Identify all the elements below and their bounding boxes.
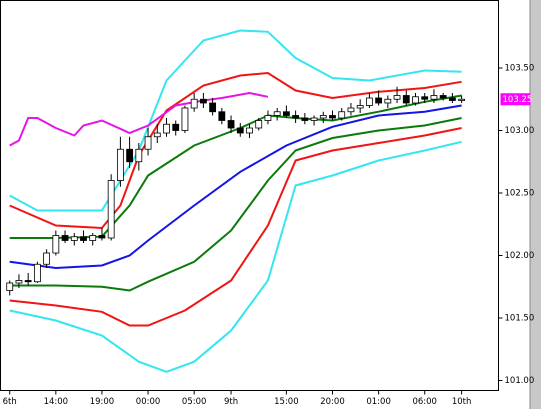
candle-body	[107, 180, 115, 239]
candle-body	[70, 236, 78, 241]
frame-edge	[530, 0, 541, 409]
candle-body	[153, 132, 161, 138]
indicator-line	[9, 71, 462, 230]
plot-border	[0, 0, 499, 391]
x-tick-label: 01:00	[366, 397, 391, 407]
y-tick-label: 102.50	[505, 189, 535, 199]
x-tick-label: 14:00	[44, 397, 69, 407]
last-price-label: 103.25	[503, 95, 533, 105]
candle-body	[412, 96, 419, 104]
last-price-box	[500, 93, 531, 106]
x-tick-label: 06:00	[412, 397, 437, 407]
x-tick-label: 10th	[452, 397, 472, 407]
candle-body	[347, 107, 355, 113]
candle-body	[338, 111, 346, 119]
candle-body	[292, 115, 300, 119]
candle-body	[375, 97, 383, 104]
indicator-line	[9, 29, 462, 212]
y-tick-label: 103.00	[505, 126, 535, 136]
x-tick-label: 6th	[3, 397, 17, 407]
candle-body	[218, 111, 226, 121]
y-tick-label: 101.00	[505, 376, 535, 386]
candle-body	[319, 115, 327, 119]
candle-body	[144, 136, 152, 150]
candle-body	[135, 148, 143, 163]
x-tick-label: 00:00	[136, 397, 161, 407]
candle-body	[190, 98, 198, 109]
candle-body	[126, 148, 134, 163]
candle-body	[402, 95, 410, 104]
candle-body	[458, 98, 466, 101]
candle-body	[421, 96, 429, 100]
candle-body	[33, 263, 41, 283]
x-tick-label: 20:00	[320, 397, 345, 407]
candle-body	[209, 102, 217, 113]
candle-body	[116, 148, 124, 181]
candle-body	[439, 95, 447, 99]
candle-body	[52, 235, 60, 254]
candle-body	[172, 123, 180, 131]
candle-body	[236, 127, 244, 134]
candle-body	[43, 252, 51, 265]
x-tick-label: 19:00	[90, 397, 115, 407]
candle-body	[365, 97, 373, 106]
candle-body	[61, 235, 69, 241]
candle-body	[15, 280, 23, 284]
candle-body	[310, 117, 318, 121]
candle-body	[24, 280, 32, 283]
indicator-line	[9, 104, 462, 270]
candle-body	[80, 236, 87, 241]
indicator-line	[9, 127, 462, 327]
x-tick-label: 05:00	[182, 397, 207, 407]
candle-body	[282, 111, 290, 116]
candle-body	[199, 98, 207, 104]
candle-body	[329, 115, 336, 119]
candle-body	[273, 111, 281, 116]
candle-body	[384, 98, 392, 104]
candle-body	[430, 95, 438, 100]
candle-body	[448, 97, 456, 101]
indicator-line	[9, 117, 462, 292]
x-tick-label: 9th	[224, 397, 238, 407]
candle-body	[163, 123, 170, 134]
candle-body	[227, 120, 235, 129]
candle-body	[181, 107, 189, 131]
candle-body	[255, 120, 263, 129]
y-tick-label: 103.50	[505, 64, 535, 74]
candle-body	[89, 235, 97, 241]
y-tick-label: 102.00	[505, 251, 535, 261]
candle-body	[301, 117, 309, 121]
indicator-line	[9, 140, 462, 373]
x-tick-label: 15:00	[274, 397, 299, 407]
candle-body	[98, 235, 106, 239]
candle-body	[393, 95, 401, 100]
candle-body	[6, 282, 14, 291]
candle-body	[264, 115, 272, 121]
candle-body	[356, 105, 364, 109]
candle-body	[246, 127, 253, 134]
y-tick-label: 101.50	[505, 314, 535, 324]
indicator-line	[9, 91, 269, 147]
